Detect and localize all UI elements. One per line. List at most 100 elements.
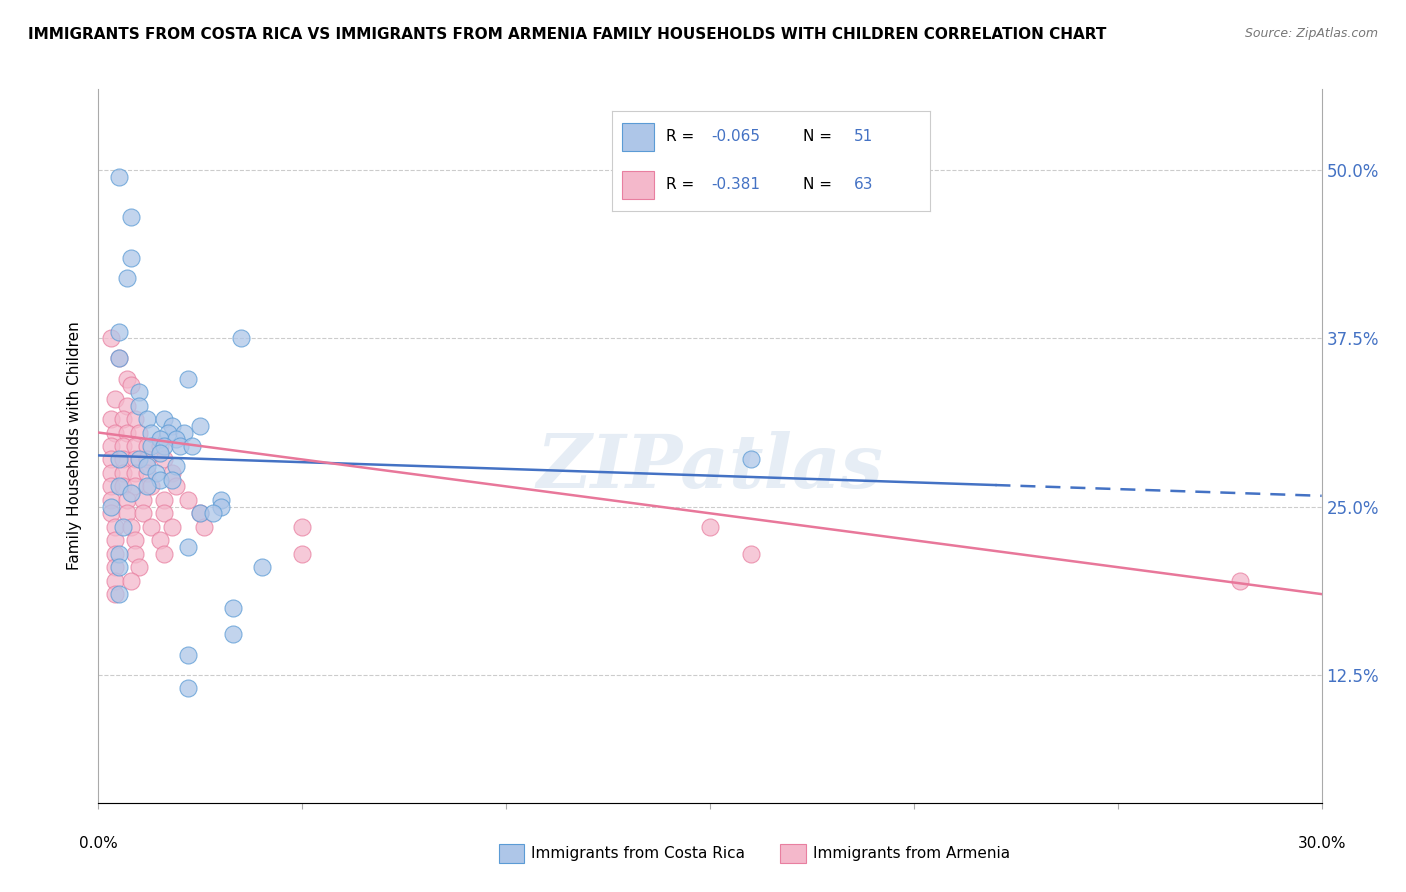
- Point: [136, 412, 159, 426]
- Point: [132, 492, 155, 507]
- Point: [100, 439, 122, 453]
- Point: [699, 520, 721, 534]
- Point: [291, 547, 314, 561]
- Point: [160, 473, 183, 487]
- Point: [152, 412, 174, 426]
- Point: [132, 506, 155, 520]
- Point: [136, 439, 159, 453]
- Point: [152, 506, 174, 520]
- Text: Immigrants from Armenia: Immigrants from Armenia: [813, 847, 1010, 861]
- Point: [136, 479, 159, 493]
- Point: [222, 627, 245, 641]
- Point: [149, 533, 172, 548]
- Point: [160, 418, 183, 433]
- Point: [111, 466, 134, 480]
- Point: [108, 547, 131, 561]
- Point: [120, 486, 142, 500]
- Point: [111, 439, 134, 453]
- Point: [100, 492, 122, 507]
- Point: [115, 492, 138, 507]
- Point: [209, 500, 232, 514]
- Point: [104, 533, 127, 548]
- Point: [100, 479, 122, 493]
- Point: [124, 452, 146, 467]
- Point: [177, 492, 200, 507]
- Point: [100, 331, 122, 345]
- Point: [120, 378, 142, 392]
- Point: [149, 432, 172, 446]
- Text: ZIPatlas: ZIPatlas: [537, 431, 883, 504]
- Point: [108, 560, 131, 574]
- Text: 0.0%: 0.0%: [79, 837, 118, 852]
- Point: [128, 425, 150, 440]
- Point: [740, 547, 762, 561]
- Point: [124, 412, 146, 426]
- Point: [231, 331, 253, 345]
- Point: [141, 520, 163, 534]
- Point: [104, 425, 127, 440]
- Point: [177, 648, 200, 662]
- Point: [160, 466, 183, 480]
- Point: [115, 506, 138, 520]
- Point: [100, 452, 122, 467]
- Point: [169, 439, 191, 453]
- Point: [100, 412, 122, 426]
- Point: [181, 439, 204, 453]
- Point: [100, 500, 122, 514]
- Point: [108, 169, 131, 184]
- Point: [145, 466, 167, 480]
- Point: [141, 479, 163, 493]
- Point: [201, 506, 224, 520]
- Point: [165, 432, 187, 446]
- Point: [149, 439, 172, 453]
- Point: [115, 425, 138, 440]
- Point: [124, 479, 146, 493]
- Point: [111, 520, 134, 534]
- Point: [141, 439, 163, 453]
- Point: [160, 520, 183, 534]
- Point: [128, 452, 150, 467]
- Point: [111, 479, 134, 493]
- Point: [108, 351, 131, 366]
- Point: [1229, 574, 1251, 588]
- Point: [152, 439, 174, 453]
- Point: [115, 372, 138, 386]
- Point: [136, 459, 159, 474]
- Point: [104, 547, 127, 561]
- Point: [115, 270, 138, 285]
- Point: [104, 587, 127, 601]
- Point: [120, 520, 142, 534]
- Point: [104, 520, 127, 534]
- Point: [100, 506, 122, 520]
- Point: [177, 372, 200, 386]
- Point: [193, 520, 215, 534]
- Point: [152, 547, 174, 561]
- Point: [173, 425, 195, 440]
- Point: [104, 560, 127, 574]
- Point: [108, 452, 131, 467]
- Point: [141, 425, 163, 440]
- Point: [149, 446, 172, 460]
- Point: [209, 492, 232, 507]
- Point: [115, 399, 138, 413]
- Point: [111, 452, 134, 467]
- Point: [177, 681, 200, 696]
- Point: [108, 479, 131, 493]
- Point: [152, 452, 174, 467]
- Text: Immigrants from Costa Rica: Immigrants from Costa Rica: [531, 847, 745, 861]
- Text: 30.0%: 30.0%: [1298, 837, 1346, 852]
- Point: [124, 547, 146, 561]
- Point: [740, 452, 762, 467]
- Point: [188, 506, 212, 520]
- Point: [222, 600, 245, 615]
- Point: [120, 210, 142, 224]
- Point: [108, 351, 131, 366]
- Point: [165, 459, 187, 474]
- Point: [120, 574, 142, 588]
- Point: [250, 560, 273, 574]
- Y-axis label: Family Households with Children: Family Households with Children: [67, 322, 83, 570]
- Point: [291, 520, 314, 534]
- Point: [124, 533, 146, 548]
- Point: [120, 251, 142, 265]
- Point: [136, 466, 159, 480]
